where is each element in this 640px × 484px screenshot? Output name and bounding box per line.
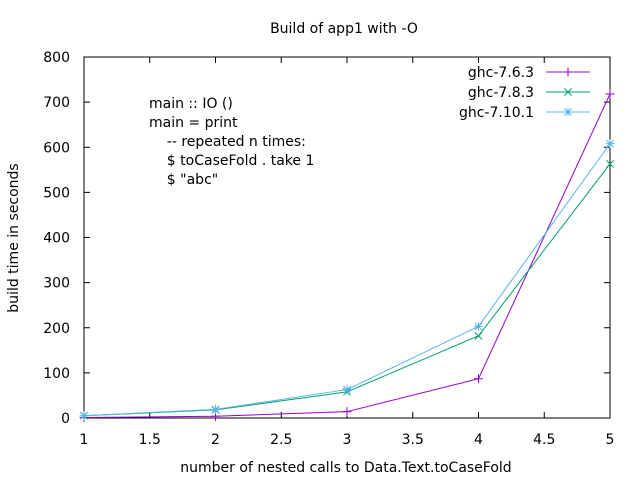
series-layer	[79, 89, 615, 423]
data-point	[474, 321, 483, 331]
y-tick-label: 300	[43, 276, 70, 292]
y-tick-label: 600	[43, 140, 70, 156]
x-tick-label: 1.5	[139, 432, 161, 448]
x-tick-label: 3	[343, 432, 352, 448]
axis-ticks: 1 1.5 2 2.5 3 3.5 4 4.5 5 0 100 200 300 400 500 600 700 8…	[43, 50, 614, 448]
annotation-line: main = print	[149, 115, 238, 131]
annotation-line: $ "abc"	[149, 172, 218, 188]
legend-label: ghc-7.8.3	[468, 85, 534, 101]
data-point	[606, 159, 614, 168]
data-point	[342, 385, 352, 395]
chart-title: Build of app1 with -O	[270, 21, 418, 37]
code-annotation: main :: IO ()main = print -- repeated n …	[149, 96, 314, 188]
series-line	[83, 163, 611, 417]
legend-entry: ghc-7.10.1	[459, 105, 590, 121]
legend-marker	[564, 88, 572, 96]
x-tick-label: 2	[211, 432, 220, 448]
x-tick-label: 2.5	[270, 432, 292, 448]
data-point	[474, 331, 483, 340]
data-point	[605, 139, 615, 149]
x-tick-label: 3.5	[402, 432, 424, 448]
data-point	[342, 407, 352, 417]
y-tick-label: 400	[43, 231, 70, 247]
data-point	[79, 411, 89, 421]
series-ghc-7.6.3	[79, 89, 615, 423]
y-tick-label: 800	[43, 50, 70, 66]
legend-entry: ghc-7.6.3	[468, 65, 590, 81]
legend-marker	[563, 107, 573, 117]
legend-entry: ghc-7.8.3	[468, 85, 590, 101]
legend-marker	[563, 67, 573, 77]
series-ghc-7.10.1	[79, 139, 615, 421]
x-tick-label: 1	[80, 432, 89, 448]
legend-label: ghc-7.10.1	[459, 105, 534, 121]
data-point	[474, 374, 483, 384]
legend-label: ghc-7.6.3	[468, 65, 534, 81]
legend: ghc-7.6.3 ghc-7.8.3 ghc-7.10.1	[459, 65, 590, 121]
y-tick-label: 100	[43, 366, 70, 382]
annotation-line: $ toCaseFold . take 1	[149, 153, 314, 169]
y-tick-label: 500	[43, 185, 70, 201]
x-tick-label: 4	[474, 432, 483, 448]
data-point	[605, 89, 615, 99]
y-tick-label: 700	[43, 95, 70, 111]
y-tick-label: 200	[43, 321, 70, 337]
series-ghc-7.8.3	[80, 159, 614, 420]
y-tick-label: 0	[61, 411, 70, 427]
annotation-line: main :: IO ()	[149, 96, 233, 112]
y-axis-label: build time in seconds	[6, 163, 22, 312]
x-tick-label: 4.5	[533, 432, 555, 448]
annotation-line: -- repeated n times:	[149, 134, 306, 150]
x-tick-label: 5	[606, 432, 615, 448]
x-axis-label: number of nested calls to Data.Text.toCa…	[180, 460, 511, 476]
data-point	[211, 404, 220, 414]
